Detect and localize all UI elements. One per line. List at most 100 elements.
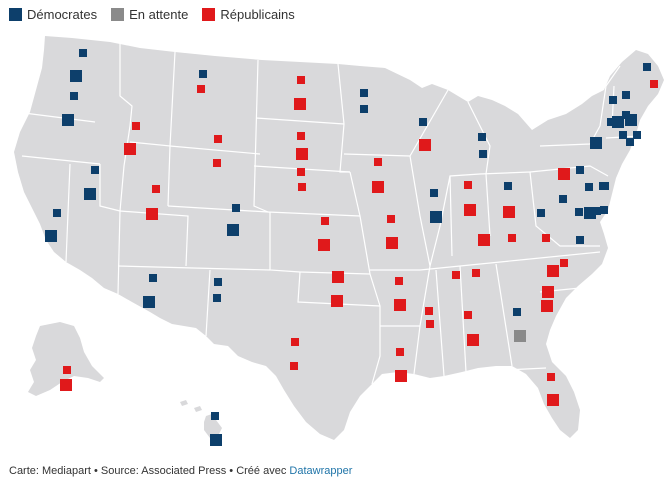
seat-marker-ar-1 <box>395 277 403 285</box>
seat-marker-ga-1 <box>513 308 521 316</box>
seat-marker-mn-1 <box>360 89 368 97</box>
state-border <box>459 265 467 373</box>
seat-marker-ks-2 <box>318 239 330 251</box>
seat-marker-wy-1 <box>214 135 222 143</box>
legend-swatch-republicans <box>202 8 216 21</box>
state-border <box>21 155 101 165</box>
seat-marker-nj-2 <box>600 206 608 214</box>
seat-marker-la-2 <box>395 370 407 382</box>
seat-marker-ct-2 <box>619 131 627 139</box>
seat-marker-sd-2 <box>296 148 308 160</box>
seat-marker-md-2 <box>585 183 593 191</box>
state-border <box>119 40 133 212</box>
legend-label-pending: En attente <box>129 7 189 22</box>
us-senate-map <box>14 36 664 446</box>
seat-marker-ms-1 <box>425 307 433 315</box>
seat-marker-az-1 <box>149 274 157 282</box>
legend-swatch-democrats <box>9 8 22 21</box>
legend: Démocrates En attente Républicains <box>9 7 309 22</box>
seat-marker-id-2 <box>124 143 136 155</box>
seat-marker-nv-2 <box>84 188 96 200</box>
state-border <box>349 171 371 275</box>
state-border <box>253 59 269 213</box>
seat-marker-va-1 <box>575 208 583 216</box>
hawaii-shape <box>180 400 222 438</box>
state-border <box>117 265 271 271</box>
seat-marker-ca-1 <box>53 209 61 217</box>
seat-marker-ar-2 <box>394 299 406 311</box>
contiguous-us-shape <box>14 36 664 440</box>
seat-marker-al-1 <box>464 311 472 319</box>
seat-marker-or-1 <box>70 92 78 100</box>
state-border <box>495 263 513 367</box>
seat-marker-pa-1 <box>559 195 567 203</box>
land-shapes <box>14 36 664 440</box>
seat-marker-ri-2 <box>633 131 641 139</box>
senate-seat-markers <box>45 49 658 446</box>
seat-marker-ny-2 <box>576 166 584 174</box>
legend-item-democrats: Démocrates <box>9 7 97 22</box>
state-border <box>269 212 301 273</box>
seat-marker-nm-1 <box>214 278 222 286</box>
seat-marker-wi-2 <box>419 139 431 151</box>
seat-marker-ia-1 <box>374 158 382 166</box>
state-border <box>529 165 609 177</box>
seat-marker-de-1 <box>593 207 601 215</box>
seat-marker-nm-2 <box>213 294 221 302</box>
seat-marker-wv-2 <box>542 234 550 242</box>
seat-marker-ks-1 <box>321 217 329 225</box>
state-border <box>485 173 491 237</box>
seat-marker-ky-1 <box>478 234 490 246</box>
seat-marker-wv-1 <box>537 209 545 217</box>
seat-marker-ut-2 <box>146 208 158 220</box>
seat-marker-ak-1 <box>63 366 71 374</box>
state-border <box>343 153 411 157</box>
seat-marker-mo-1 <box>387 215 395 223</box>
seat-marker-nv-1 <box>91 166 99 174</box>
footer: Carte: Mediapart • Source: Associated Pr… <box>9 465 352 477</box>
seat-marker-mn-2 <box>360 105 368 113</box>
state-border <box>205 269 211 337</box>
seat-marker-la-1 <box>396 348 404 356</box>
state-border <box>467 101 491 175</box>
seat-marker-fl-2 <box>547 394 559 406</box>
state-border <box>267 211 361 217</box>
seat-marker-ok-2 <box>331 295 343 307</box>
seat-marker-mt-2 <box>197 85 205 93</box>
seat-marker-ky-2 <box>508 234 516 242</box>
state-border <box>519 251 601 261</box>
state-border <box>369 273 381 385</box>
seat-marker-ms-2 <box>426 320 434 328</box>
state-border <box>297 271 381 307</box>
seat-marker-vt-1 <box>607 118 615 126</box>
seat-marker-ga-2 <box>514 330 526 342</box>
seat-marker-ne-2 <box>298 183 306 191</box>
seat-marker-pa-2 <box>558 168 570 180</box>
state-border <box>167 205 269 213</box>
seat-marker-wa-2 <box>70 70 82 82</box>
seat-marker-tx-2 <box>290 362 298 370</box>
seat-marker-oh-1 <box>504 182 512 190</box>
seat-marker-or-2 <box>62 114 74 126</box>
legend-swatch-pending <box>111 8 125 21</box>
state-border <box>117 210 121 295</box>
seat-marker-de-2 <box>601 182 609 190</box>
seat-marker-ct-1 <box>626 138 634 146</box>
seat-marker-mo-2 <box>386 237 398 249</box>
legend-label-democrats: Démocrates <box>27 7 98 22</box>
datawrapper-link[interactable]: Datawrapper <box>289 465 353 477</box>
state-border <box>99 164 121 212</box>
seat-marker-hi-1 <box>211 412 219 420</box>
seat-marker-vt-2 <box>609 96 617 104</box>
seat-marker-ak-2 <box>60 379 72 391</box>
seat-marker-ma-1 <box>612 116 624 128</box>
state-border <box>599 65 621 127</box>
state-border <box>15 111 96 123</box>
seat-marker-va-2 <box>576 236 584 244</box>
state-border <box>449 175 453 257</box>
state-border <box>169 145 261 155</box>
seat-marker-sc-2 <box>541 300 553 312</box>
state-border <box>409 89 449 157</box>
seat-marker-wi-1 <box>419 118 427 126</box>
seat-marker-il-1 <box>430 189 438 197</box>
